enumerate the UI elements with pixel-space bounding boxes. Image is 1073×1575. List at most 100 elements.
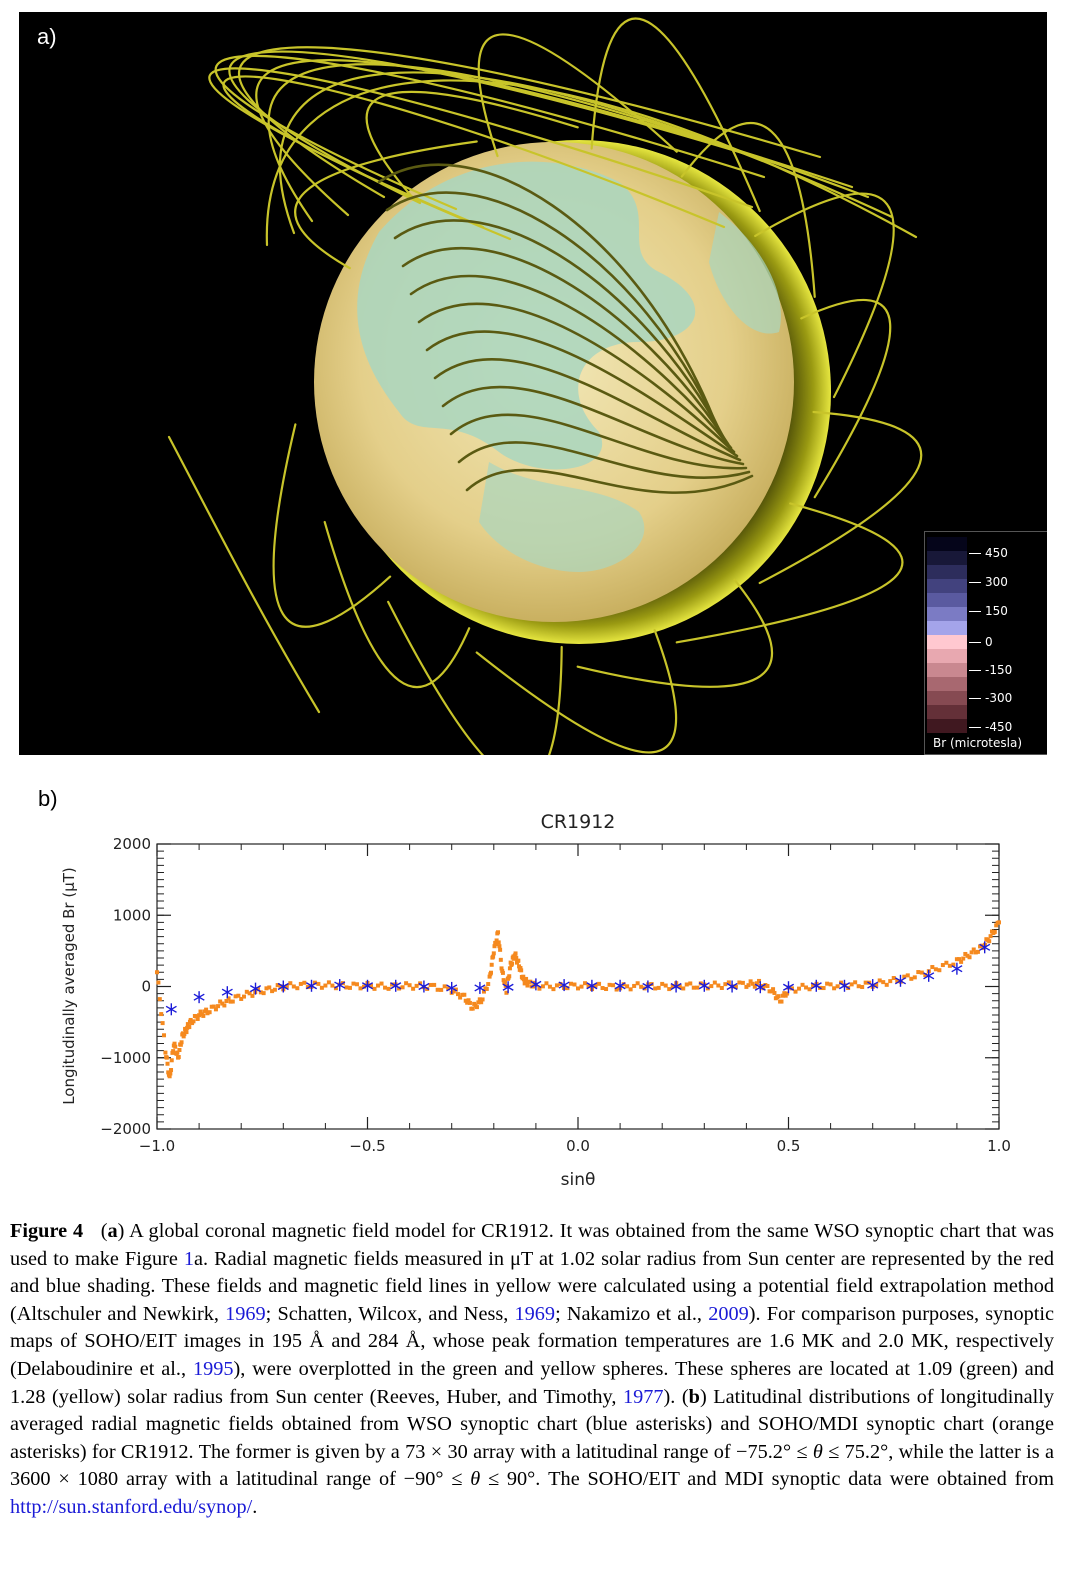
mdi-point (351, 981, 356, 986)
mdi-point (593, 983, 598, 988)
mdi-point (959, 959, 964, 964)
mdi-point (187, 1025, 192, 1030)
colorbar-swatch (927, 621, 967, 635)
mdi-point (236, 993, 241, 998)
field-line (475, 628, 678, 754)
mdi-point (456, 992, 461, 997)
mdi-point (476, 1000, 481, 1005)
mdi-point (278, 984, 283, 989)
colorbar: 450 300 150 0 -150 -300 -450 Br (microtesla) (924, 531, 1047, 755)
mdi-point (195, 1016, 200, 1021)
mdi-point (771, 987, 776, 992)
mdi-point (521, 974, 526, 979)
mdi-point (965, 953, 970, 958)
mdi-point (944, 960, 949, 965)
caption-body: (a) A global coronal magnetic field mode… (10, 1220, 1054, 1518)
mdi-point (503, 979, 508, 984)
mdi-point (432, 982, 437, 987)
mdi-point (997, 920, 1001, 925)
panel-a-label: a) (37, 24, 57, 49)
mdi-point (895, 978, 900, 983)
mdi-point (695, 985, 700, 990)
mdi-point (919, 970, 924, 975)
mdi-point (222, 1003, 227, 1008)
mdi-point (916, 970, 921, 975)
mdi-point (576, 986, 580, 991)
wso-point (670, 980, 682, 993)
wso-point (249, 982, 262, 995)
mdi-point (628, 987, 633, 992)
field-line (385, 191, 724, 438)
mdi-point (465, 1000, 470, 1005)
colorbar-swatch (927, 565, 967, 579)
mdi-point (604, 987, 609, 992)
mdi-point (175, 1050, 180, 1055)
colorbar-title: Br (microtesla) (933, 736, 1023, 750)
major-ticks (156, 843, 1000, 1130)
colorbar-tick (969, 727, 981, 728)
wso-point (221, 986, 233, 999)
mdi-point (572, 982, 577, 987)
x-tick-label: −0.5 (349, 1137, 385, 1155)
mdi-point (319, 985, 324, 990)
mdi-point (302, 980, 307, 985)
field-line (675, 502, 904, 644)
mdi-point (497, 944, 502, 949)
mdi-point (264, 986, 269, 991)
mdi-series (155, 920, 1001, 1079)
mdi-point (390, 982, 395, 987)
mdi-point (785, 991, 790, 996)
wso-point (951, 962, 963, 975)
mdi-point (275, 983, 280, 988)
mdi-point (258, 990, 263, 995)
mdi-point (178, 1042, 183, 1047)
mdi-point (288, 981, 293, 986)
field-line (222, 75, 726, 241)
mdi-point (568, 981, 573, 986)
mdi-point (205, 1011, 210, 1016)
mdi-point (933, 967, 938, 972)
mdi-point (171, 1049, 176, 1054)
colorbar-swatch (927, 691, 967, 705)
mdi-point (414, 983, 419, 988)
mdi-point (228, 999, 233, 1004)
mdi-point (639, 984, 644, 989)
mdi-point (376, 983, 381, 988)
mdi-point (466, 998, 471, 1003)
mdi-point (583, 981, 588, 986)
mdi-point (681, 986, 686, 991)
wso-point (446, 981, 458, 994)
wso-point (642, 980, 654, 993)
mdi-point (507, 966, 512, 971)
mdi-point (797, 986, 802, 991)
colorbar-tick (969, 670, 981, 671)
colorbar-tick-label: 300 (985, 575, 1008, 589)
mdi-point (500, 970, 505, 975)
mdi-point (181, 1034, 186, 1039)
mdi-point (224, 999, 229, 1004)
mdi-point (856, 984, 861, 989)
mdi-point (167, 1074, 172, 1079)
mdi-point (746, 983, 751, 988)
wso-point (361, 979, 374, 992)
field-line (441, 385, 745, 466)
mdi-point (514, 955, 519, 960)
wso-point (390, 979, 402, 992)
mdi-point (197, 1013, 202, 1018)
figure-caption: Figure 4 (a) A global coronal magnetic f… (10, 1218, 1054, 1522)
mdi-point (157, 997, 162, 1002)
mdi-point (811, 983, 816, 988)
mdi-point (460, 992, 465, 997)
mdi-point (518, 966, 523, 971)
mdi-point (411, 986, 416, 991)
mdi-point (635, 981, 640, 986)
mdi-point (156, 980, 161, 985)
mdi-point (458, 995, 463, 1000)
mdi-point (162, 1033, 167, 1038)
mdi-point (513, 951, 518, 956)
mdi-point (498, 947, 503, 952)
x-tick-label: 0.0 (566, 1137, 590, 1155)
mdi-point (783, 993, 788, 998)
mdi-point (780, 993, 785, 998)
colorbar-swatches (927, 537, 967, 733)
